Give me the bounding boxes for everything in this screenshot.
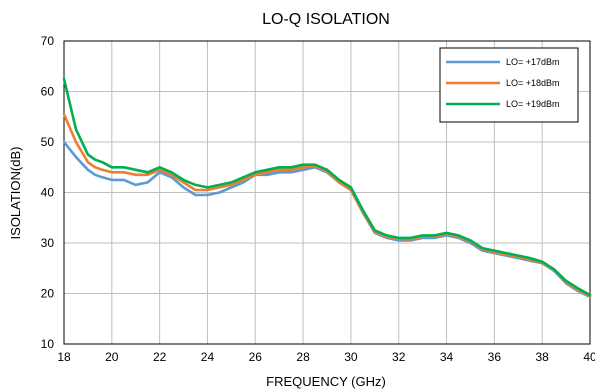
legend-label-3: LO= +19dBm (506, 99, 560, 109)
x-tick-label: 36 (488, 350, 502, 364)
y-tick-label: 70 (41, 34, 55, 48)
x-tick-label: 20 (105, 350, 119, 364)
series-layer (62, 77, 592, 299)
x-tick-label: 22 (153, 350, 167, 364)
plot-area-border (63, 40, 591, 345)
legend-label-1: LO= +17dBm (506, 57, 560, 67)
chart-title: LO-Q ISOLATION (262, 11, 390, 28)
x-axis-ticks: 18 20 22 24 26 28 30 32 34 36 38 40 (57, 350, 595, 364)
y-tick-label: 30 (41, 236, 55, 250)
x-tick-label: 18 (57, 350, 71, 364)
y-tick-label: 40 (41, 186, 55, 200)
series-line-3 (62, 77, 592, 297)
legend: LO= +17dBm LO= +18dBm LO= +19dBm (439, 47, 579, 123)
legend-label-2: LO= +18dBm (506, 78, 560, 88)
y-tick-label: 10 (41, 337, 55, 351)
x-tick-label: 30 (344, 350, 358, 364)
x-tick-label: 24 (201, 350, 215, 364)
y-axis-ticks: 10 20 30 40 50 60 70 (41, 34, 55, 351)
x-tick-label: 28 (296, 350, 310, 364)
x-axis-label: FREQUENCY (GHz) (266, 374, 386, 389)
y-tick-label: 20 (41, 287, 55, 301)
y-tick-label: 60 (41, 85, 55, 99)
y-tick-label: 50 (41, 135, 55, 149)
x-tick-label: 32 (392, 350, 406, 364)
series-line-2 (62, 112, 592, 298)
x-tick-label: 38 (536, 350, 550, 364)
x-tick-label: 26 (249, 350, 263, 364)
y-axis-label: ISOLATION(dB) (8, 147, 23, 240)
legend-box (439, 47, 579, 123)
x-tick-label: 40 (583, 350, 595, 364)
x-tick-label: 34 (440, 350, 454, 364)
